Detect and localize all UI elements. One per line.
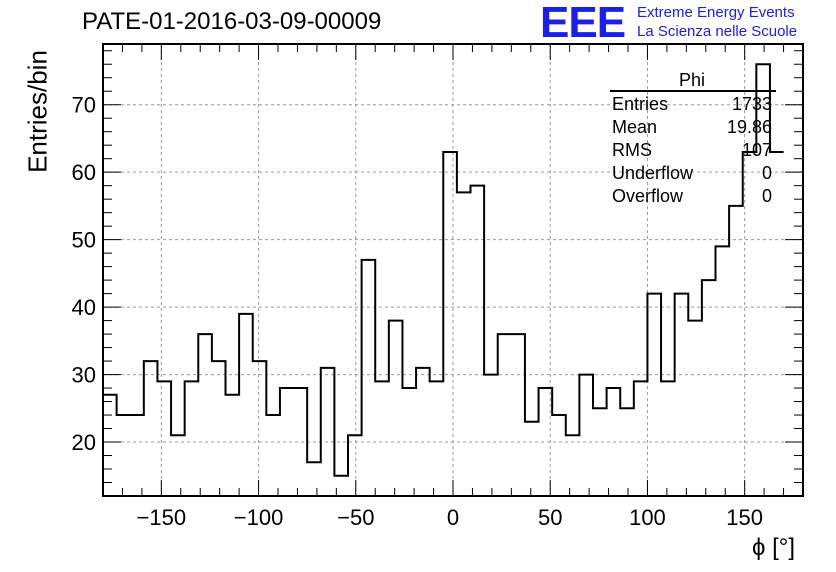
stats-label: Entries <box>612 94 669 114</box>
stats-box: Phi Entries 1733 Mean 19.86 RMS 107 Underfl… <box>610 70 776 208</box>
y-tick-label: 70 <box>72 93 96 118</box>
stats-title: Phi <box>678 70 705 90</box>
x-tick-label: 150 <box>726 505 763 530</box>
stats-row-mean: Mean 19.86 <box>612 116 772 139</box>
stats-label: RMS <box>612 140 652 160</box>
x-tick-label: −100 <box>234 505 284 530</box>
plot-frame <box>102 43 804 497</box>
y-tick-label: 30 <box>72 363 96 388</box>
stats-value: 0 <box>761 163 772 183</box>
x-tick-label: 50 <box>538 505 562 530</box>
logo-line-2: La Scienza nelle Scuole <box>637 23 798 40</box>
stats-label: Overflow <box>612 186 684 206</box>
y-tick-label: 40 <box>72 295 96 320</box>
chart-title: PATE-01-2016-03-09-00009 <box>82 8 382 35</box>
y-tick-label: 20 <box>72 430 96 455</box>
logo-text: Extreme Energy Events La Scienza nelle S… <box>637 3 797 41</box>
stats-label: Mean <box>612 117 658 137</box>
y-tick-label: 60 <box>72 160 96 185</box>
stats-value: 19.86 <box>726 117 772 137</box>
stats-value: 1733 <box>731 94 772 114</box>
stats-value: 107 <box>741 140 772 160</box>
stats-rule <box>610 90 776 92</box>
stats-label: Underflow <box>612 163 694 183</box>
stats-value: 0 <box>761 186 772 206</box>
histogram-series <box>103 63 784 477</box>
x-tick-label: 0 <box>447 505 459 530</box>
eee-logo: EEE <box>540 0 626 47</box>
x-axis-label: ϕ [°] <box>752 534 796 561</box>
stats-row-rms: RMS 107 <box>612 139 772 162</box>
x-tick-label: 100 <box>629 505 666 530</box>
x-tick-label: −150 <box>137 505 187 530</box>
stats-row-overflow: Overflow 0 <box>612 185 772 208</box>
logo-line-1: Extreme Energy Events <box>637 4 795 21</box>
stats-row-entries: Entries 1733 <box>612 93 772 116</box>
x-tick-label: −50 <box>337 505 374 530</box>
stats-row-underflow: Underflow 0 <box>612 162 772 185</box>
y-tick-label: 50 <box>72 228 96 253</box>
